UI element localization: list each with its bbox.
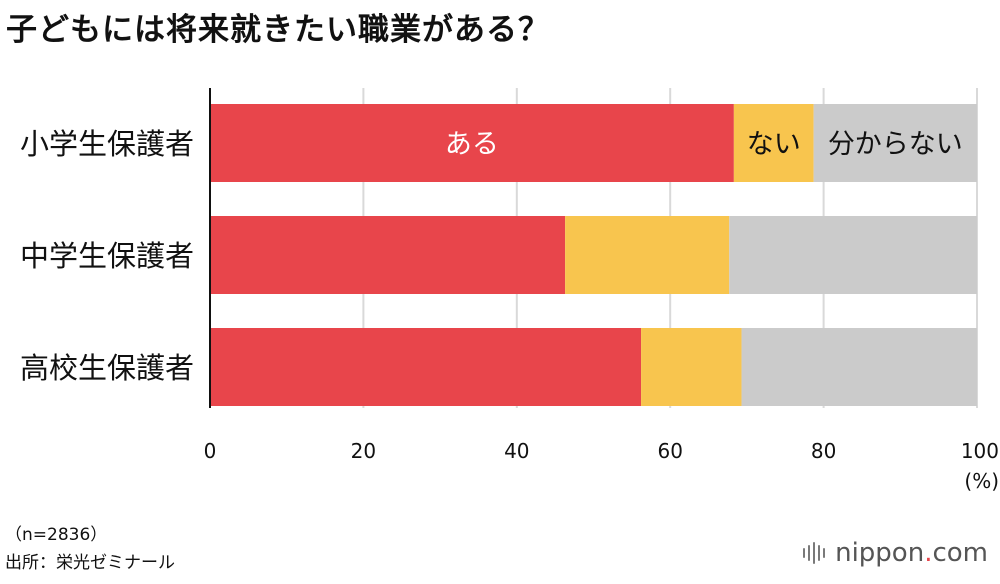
chart-title: 子どもには将来就きたい職業がある？ xyxy=(6,12,550,48)
x-axis-unit: (%) xyxy=(964,469,999,493)
series-label-1: ある xyxy=(445,129,499,160)
bar-1-segment-3 xyxy=(813,104,977,182)
bar-2-segment-1 xyxy=(210,216,566,294)
x-tick-label-100: 100 xyxy=(961,439,999,463)
x-tick-label-0: 0 xyxy=(204,439,217,463)
x-tick-label-80: 80 xyxy=(811,439,836,463)
brand-logo: nippon.com xyxy=(803,538,988,568)
labels: 0 20 40 60 80 100 (%) ある ない 分からない 小学生保護者中学生保護者高校生保… xyxy=(20,127,999,493)
series-label-3: 分からない xyxy=(828,129,963,160)
sample-size-note: （n=2836） xyxy=(5,525,108,545)
source-note: 出所：栄光ゼミナール xyxy=(5,553,175,573)
bar-2-segment-3 xyxy=(729,216,977,294)
category-label-1: 小学生保護者 xyxy=(20,127,194,161)
category-label-3: 高校生保護者 xyxy=(20,351,194,385)
bar-1-segment-1 xyxy=(210,104,734,182)
bars xyxy=(210,104,977,406)
brand-bars-icon xyxy=(803,540,826,566)
bar-2-segment-2 xyxy=(565,216,730,294)
category-label-2: 中学生保護者 xyxy=(20,239,194,273)
bar-1-segment-2 xyxy=(733,104,814,182)
x-tick-label-20: 20 xyxy=(351,439,376,463)
x-tick-label-40: 40 xyxy=(504,439,529,463)
brand-wordmark: nippon.com xyxy=(835,538,988,568)
x-tick-label-60: 60 xyxy=(657,439,682,463)
series-label-2: ない xyxy=(747,129,801,160)
bar-3-segment-3 xyxy=(741,328,977,406)
bar-3-segment-1 xyxy=(210,328,642,406)
bar-3-segment-2 xyxy=(641,328,742,406)
